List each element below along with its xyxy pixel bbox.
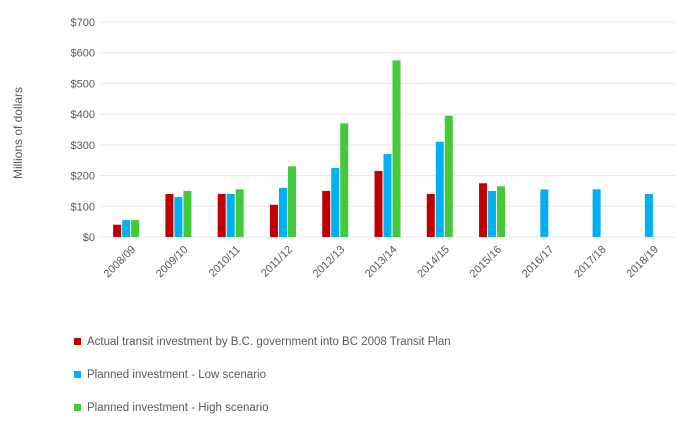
bar-high xyxy=(131,220,140,237)
x-tick-label: 2015/16 xyxy=(468,244,505,281)
bar-actual xyxy=(113,224,122,237)
y-axis-ticks: $0 $100 $200 $300 $400 $500 $600 $700 xyxy=(71,17,95,244)
x-tick-label: 2013/14 xyxy=(363,244,400,281)
x-axis-ticks: 2008/09 2009/10 2010/11 2011/12 2012/13 2013/… xyxy=(102,244,661,281)
bar-high xyxy=(497,186,506,237)
legend: Actual transit investment by B.C. govern… xyxy=(74,332,451,431)
y-tick-label: $200 xyxy=(71,171,95,183)
bar-actual xyxy=(165,194,174,237)
bar-actual xyxy=(426,194,435,237)
y-tick-label: $400 xyxy=(71,109,95,121)
y-tick-label: $0 xyxy=(83,232,95,244)
bar-chart: $0 $100 $200 $300 $400 $500 $600 $700 Millions … xyxy=(11,17,675,281)
bar-low xyxy=(592,189,601,237)
legend-item-low: Planned investment - Low scenario xyxy=(74,365,451,384)
bar-low xyxy=(435,141,444,237)
bar-actual xyxy=(322,190,331,237)
bar-high xyxy=(444,115,453,237)
legend-label-actual: Actual transit investment by B.C. govern… xyxy=(87,335,451,348)
bar-actual xyxy=(269,204,278,237)
x-tick-label: 2018/19 xyxy=(624,244,661,281)
y-tick-label: $100 xyxy=(71,201,95,213)
x-tick-label: 2011/12 xyxy=(259,244,295,280)
bar-low xyxy=(226,194,235,237)
legend-label-high: Planned investment - High scenario xyxy=(87,401,269,414)
bar-low xyxy=(383,154,392,237)
legend-swatch-low xyxy=(74,371,81,378)
x-tick-label: 2008/09 xyxy=(102,244,139,281)
x-tick-label: 2009/10 xyxy=(154,244,191,281)
x-tick-label: 2012/13 xyxy=(311,244,348,281)
bar-low xyxy=(644,194,653,237)
x-tick-label: 2010/11 xyxy=(207,244,243,280)
x-tick-label: 2014/15 xyxy=(415,244,452,281)
bar-low xyxy=(278,187,287,237)
bar-low xyxy=(488,190,497,237)
y-axis-label: Millions of dollars xyxy=(11,87,25,179)
legend-label-low: Planned investment - Low scenario xyxy=(87,368,266,381)
bar-high xyxy=(392,60,401,238)
y-tick-label: $300 xyxy=(71,140,95,152)
bar-actual xyxy=(217,194,226,237)
bar-high xyxy=(340,123,349,237)
y-tick-label: $600 xyxy=(71,48,95,60)
y-tick-label: $500 xyxy=(71,78,95,90)
bar-low xyxy=(331,167,340,237)
bar-high xyxy=(287,166,296,237)
bar-low xyxy=(122,220,131,237)
x-tick-label: 2017/18 xyxy=(572,244,609,281)
legend-swatch-actual xyxy=(74,338,81,345)
legend-swatch-high xyxy=(74,404,81,411)
bar-low xyxy=(174,197,183,237)
bar-high xyxy=(183,190,192,237)
bar-actual xyxy=(374,170,383,237)
legend-item-high: Planned investment - High scenario xyxy=(74,398,451,417)
legend-item-actual: Actual transit investment by B.C. govern… xyxy=(74,332,451,351)
y-tick-label: $700 xyxy=(71,17,95,29)
x-tick-label: 2016/17 xyxy=(520,244,557,281)
bars xyxy=(113,60,653,238)
bar-actual xyxy=(479,183,488,237)
bar-high xyxy=(235,189,244,237)
bar-low xyxy=(540,189,549,237)
